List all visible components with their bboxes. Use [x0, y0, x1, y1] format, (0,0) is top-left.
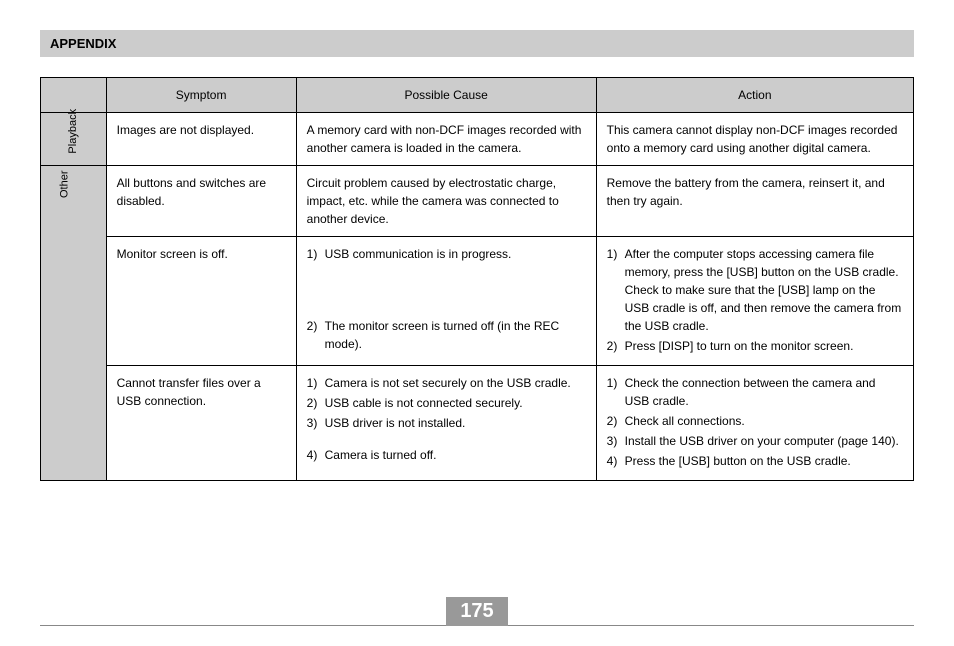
- table-row: Playback Images are not displayed. A mem…: [41, 113, 914, 166]
- cell-cause: 1)USB communication is in progress. 2)Th…: [296, 237, 596, 366]
- header-symptom: Symptom: [106, 78, 296, 113]
- table-row: Other All buttons and switches are disab…: [41, 166, 914, 237]
- list-item: 2)The monitor screen is turned off (in t…: [307, 317, 586, 353]
- page-content: APPENDIX Symptom Possible Cause Action P…: [0, 0, 954, 501]
- list-item: 2)Check all connections.: [607, 412, 903, 430]
- cell-action: 1)After the computer stops accessing cam…: [596, 237, 913, 366]
- list-item: 1)After the computer stops accessing cam…: [607, 245, 903, 335]
- cell-symptom: All buttons and switches are disabled.: [106, 166, 296, 237]
- cell-symptom: Cannot transfer files over a USB connect…: [106, 366, 296, 481]
- list-item: 2)Press [DISP] to turn on the monitor sc…: [607, 337, 903, 355]
- cell-action: This camera cannot display non-DCF image…: [596, 113, 913, 166]
- cell-symptom: Monitor screen is off.: [106, 237, 296, 366]
- list-item: 1)Check the connection between the camer…: [607, 374, 903, 410]
- list-item: 3)Install the USB driver on your compute…: [607, 432, 903, 450]
- list-item: 3)USB driver is not installed.: [307, 414, 586, 432]
- page-number: 175: [446, 597, 507, 626]
- troubleshooting-table: Symptom Possible Cause Action Playback I…: [40, 77, 914, 481]
- list-item: 1)Camera is not set securely on the USB …: [307, 374, 586, 392]
- page-footer: 175: [40, 596, 914, 626]
- cell-cause: Circuit problem caused by electrostatic …: [296, 166, 596, 237]
- table-row: Monitor screen is off. 1)USB communicati…: [41, 237, 914, 366]
- corner-cell: [41, 78, 107, 113]
- list-item: 4)Camera is turned off.: [307, 446, 586, 464]
- category-other: Other: [41, 166, 107, 481]
- section-title: APPENDIX: [40, 30, 914, 57]
- cell-symptom: Images are not displayed.: [106, 113, 296, 166]
- header-cause: Possible Cause: [296, 78, 596, 113]
- header-action: Action: [596, 78, 913, 113]
- list-item: 2)USB cable is not connected securely.: [307, 394, 586, 412]
- list-item: 1)USB communication is in progress.: [307, 245, 586, 263]
- list-item: 4)Press the [USB] button on the USB crad…: [607, 452, 903, 470]
- cell-cause: 1)Camera is not set securely on the USB …: [296, 366, 596, 481]
- table-header-row: Symptom Possible Cause Action: [41, 78, 914, 113]
- table-row: Cannot transfer files over a USB connect…: [41, 366, 914, 481]
- cell-cause: A memory card with non-DCF images record…: [296, 113, 596, 166]
- category-playback: Playback: [41, 113, 107, 166]
- cell-action: 1)Check the connection between the camer…: [596, 366, 913, 481]
- cell-action: Remove the battery from the camera, rein…: [596, 166, 913, 237]
